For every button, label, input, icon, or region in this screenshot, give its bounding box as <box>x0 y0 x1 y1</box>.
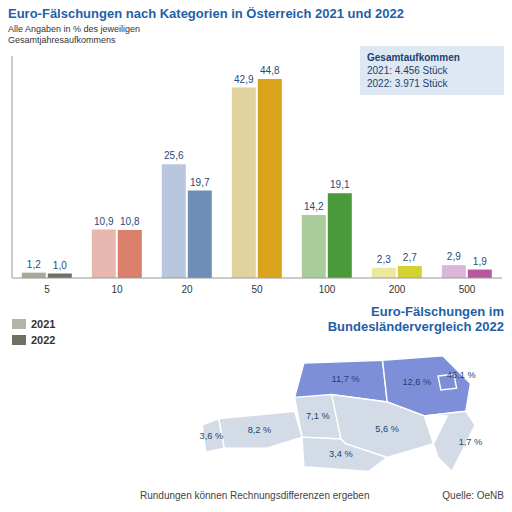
svg-text:5: 5 <box>44 284 50 295</box>
svg-text:11,7 %: 11,7 % <box>331 374 359 384</box>
html-text:Rundungen können Rechnungsdiff: Rundungen können Rechnungsdifferenzen er… <box>140 490 370 501</box>
svg-text:1,9: 1,9 <box>473 256 487 267</box>
svg-text:200: 200 <box>389 284 406 295</box>
svg-text:3,4 %: 3,4 % <box>329 449 353 459</box>
html-text:2021: 4.456 Stück: 2021: 4.456 Stück <box>367 65 448 76</box>
svg-text:25,6: 25,6 <box>164 150 184 161</box>
html-text:Gesamtaufkommen: Gesamtaufkommen <box>367 52 460 63</box>
svg-text:19,7: 19,7 <box>190 177 210 188</box>
svg-text:14,2: 14,2 <box>304 201 324 212</box>
svg-text:500: 500 <box>459 284 476 295</box>
svg-text:44,8: 44,8 <box>260 65 280 76</box>
svg-text:10,9: 10,9 <box>94 216 114 227</box>
svg-text:10,8: 10,8 <box>120 216 140 227</box>
svg-text:10: 10 <box>111 284 123 295</box>
svg-text:1,7 %: 1,7 % <box>459 437 483 447</box>
html-text:Euro-Fälschungen im Bundesländ: Euro-Fälschungen im Bundesländervergleic… <box>327 304 504 334</box>
svg-text:100: 100 <box>319 284 336 295</box>
html-text:2022: 3.971 Stück: 2022: 3.971 Stück <box>367 78 448 89</box>
svg-text:46,1 %: 46,1 % <box>447 370 476 380</box>
svg-text:3,6 %: 3,6 % <box>200 431 224 441</box>
svg-text:8,2 %: 8,2 % <box>248 425 272 435</box>
html-text:2022: 2022 <box>31 334 56 346</box>
svg-text:5,6 %: 5,6 % <box>375 424 399 434</box>
svg-text:2,3: 2,3 <box>377 254 391 265</box>
svg-text:2,7: 2,7 <box>403 252 417 263</box>
svg-text:1,0: 1,0 <box>53 260 67 271</box>
svg-text:20: 20 <box>181 284 193 295</box>
svg-text:50: 50 <box>251 284 263 295</box>
svg-text:1,2: 1,2 <box>27 259 41 270</box>
svg-text:7,1 %: 7,1 % <box>306 411 330 421</box>
svg-text:19,1: 19,1 <box>330 179 350 190</box>
svg-text:12,6 %: 12,6 % <box>402 377 431 387</box>
html-text:2021: 2021 <box>31 318 56 330</box>
html-text:Quelle: OeNB: Quelle: OeNB <box>442 490 504 501</box>
svg-text:42,9: 42,9 <box>234 74 254 85</box>
html-text:Euro-Fälschungen nach Kategori: Euro-Fälschungen nach Kategorien in Öste… <box>8 6 404 21</box>
svg-text:2,9: 2,9 <box>447 251 461 262</box>
html-text:Alle Angaben in % des jeweilig: Alle Angaben in % des jeweiligen Gesamtj… <box>8 24 141 45</box>
